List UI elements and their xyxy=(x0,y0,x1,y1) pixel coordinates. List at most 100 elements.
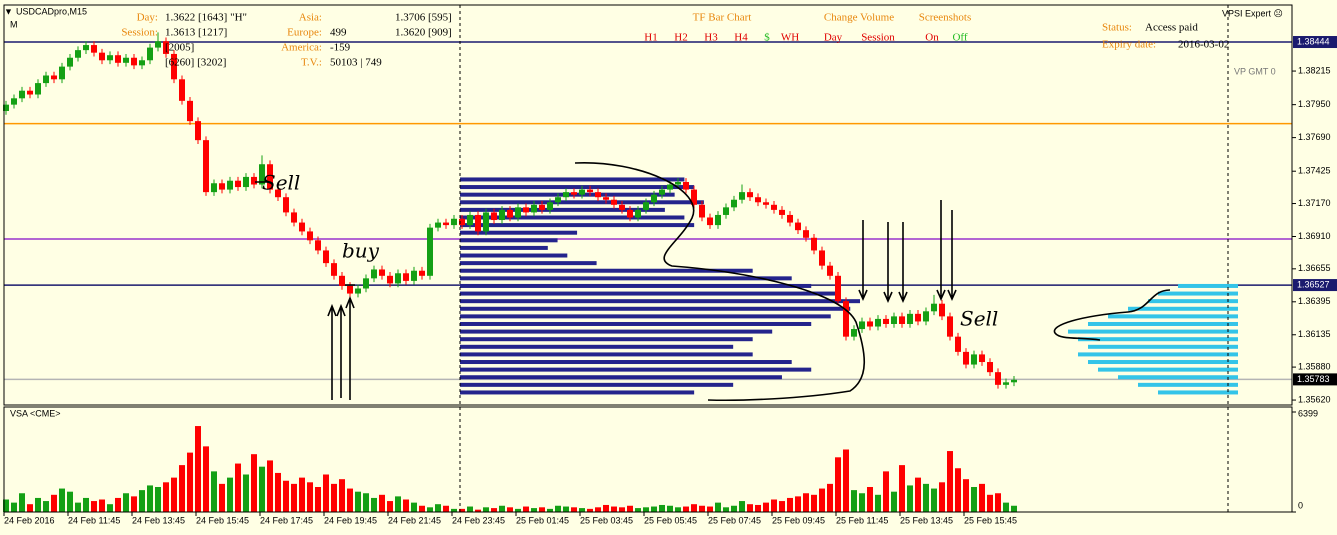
x-tick-label: 25 Feb 11:45 xyxy=(836,515,888,525)
volume-bar xyxy=(635,508,641,512)
candle-body xyxy=(91,45,97,53)
volume-bar xyxy=(595,507,601,512)
volume-bar xyxy=(243,474,249,512)
volume-bar xyxy=(827,483,833,512)
candle-body xyxy=(459,218,465,226)
annotation: Sell xyxy=(262,171,300,195)
profile-bar xyxy=(1148,299,1238,304)
candle-body xyxy=(443,222,449,226)
tf-button[interactable]: H4 xyxy=(734,32,748,44)
volume-bar xyxy=(755,504,761,512)
candle-body xyxy=(227,180,233,190)
stat-value: 1.3622 [1643] "H" xyxy=(165,12,247,24)
x-tick-label: 24 Feb 2016 xyxy=(4,515,55,525)
profile-bar xyxy=(460,223,695,228)
price-tag xyxy=(1293,36,1337,49)
session-label: Asia: xyxy=(299,12,322,24)
candle-body xyxy=(379,269,385,276)
profile-bar xyxy=(460,261,597,266)
candle-body xyxy=(723,207,729,215)
volume-bar xyxy=(699,505,705,512)
volume-bar xyxy=(539,507,545,512)
candle-body xyxy=(123,57,129,63)
annotation: Sell xyxy=(960,307,998,331)
candle-body xyxy=(883,318,889,324)
vp-gmt: VP GMT 0 xyxy=(1234,66,1276,76)
profile-bar xyxy=(1138,382,1238,387)
y-tick-label: 1.37690 xyxy=(1298,132,1331,142)
volume-bar xyxy=(747,504,753,512)
screenshots-button[interactable]: Off xyxy=(952,32,967,44)
x-tick-label: 24 Feb 19:45 xyxy=(324,515,377,525)
status-label: Status: xyxy=(1102,22,1132,34)
volume-bar xyxy=(715,502,721,512)
volume-title: VSA <CME> xyxy=(10,408,61,418)
volume-bar xyxy=(163,482,169,512)
volume-bar xyxy=(619,507,625,512)
volume-bar xyxy=(435,504,441,512)
volume-bar xyxy=(219,483,225,512)
candle-body xyxy=(283,197,289,213)
volume-bar xyxy=(667,505,673,512)
x-tick-label: 24 Feb 21:45 xyxy=(388,515,441,525)
profile-bar xyxy=(460,360,792,365)
volume-bar xyxy=(235,463,241,512)
hand-mark xyxy=(255,181,355,286)
volume-bar xyxy=(27,504,33,512)
candle-body xyxy=(515,207,521,218)
volume-bar xyxy=(475,509,481,512)
screenshots-button[interactable]: On xyxy=(925,32,939,44)
profile-bar xyxy=(460,337,753,342)
volume-bar xyxy=(843,449,849,512)
tf-button[interactable]: WH xyxy=(781,32,799,44)
candle-body xyxy=(859,321,865,330)
volume-bar xyxy=(91,501,97,512)
volume-bar xyxy=(323,474,329,512)
volume-button[interactable]: Session xyxy=(861,32,895,44)
volume-bar xyxy=(675,507,681,512)
profile-bar xyxy=(1158,291,1238,296)
volume-bar xyxy=(971,486,977,512)
candle-body xyxy=(987,362,993,373)
profile-bar xyxy=(460,215,685,220)
profile-bar xyxy=(460,291,841,296)
candle-body xyxy=(11,98,17,105)
volume-bar xyxy=(499,505,505,512)
tf-button[interactable]: H3 xyxy=(704,32,718,44)
profile-bar xyxy=(460,299,860,304)
volume-bar xyxy=(427,507,433,512)
candle-body xyxy=(531,204,537,213)
tf-title: TF Bar Chart xyxy=(693,12,752,24)
price-frame xyxy=(3,4,1293,406)
menu-arrow[interactable]: ▼ xyxy=(4,6,13,16)
volume-bar xyxy=(3,499,9,512)
volume-bar xyxy=(771,499,777,512)
candle-body xyxy=(507,209,513,218)
profile-bar xyxy=(460,177,685,182)
candle-body xyxy=(451,218,457,226)
volume-bar xyxy=(867,486,873,512)
volume-bar xyxy=(995,493,1001,512)
tf-button[interactable]: H1 xyxy=(644,32,657,44)
volume-bar xyxy=(955,468,961,512)
candle-body xyxy=(291,212,297,223)
session-label: America: xyxy=(281,42,322,54)
profile-bar xyxy=(460,329,773,334)
tf-button[interactable]: $ xyxy=(764,32,770,44)
volume-bar xyxy=(275,472,281,512)
volume-bar xyxy=(931,488,937,512)
candle-body xyxy=(659,189,665,195)
profile-bar xyxy=(460,230,578,235)
volume-bar xyxy=(139,490,145,512)
candle-body xyxy=(691,189,697,205)
volume-button[interactable]: Day xyxy=(824,32,843,44)
candle-body xyxy=(731,199,737,208)
candle-body xyxy=(747,192,753,198)
tf-button[interactable]: H2 xyxy=(674,32,687,44)
profile-bar xyxy=(460,382,734,387)
volume-bar xyxy=(811,494,817,512)
candle-body xyxy=(83,45,89,51)
candle-body xyxy=(347,285,353,294)
candle-body xyxy=(435,222,441,228)
profile-bar xyxy=(460,314,831,319)
